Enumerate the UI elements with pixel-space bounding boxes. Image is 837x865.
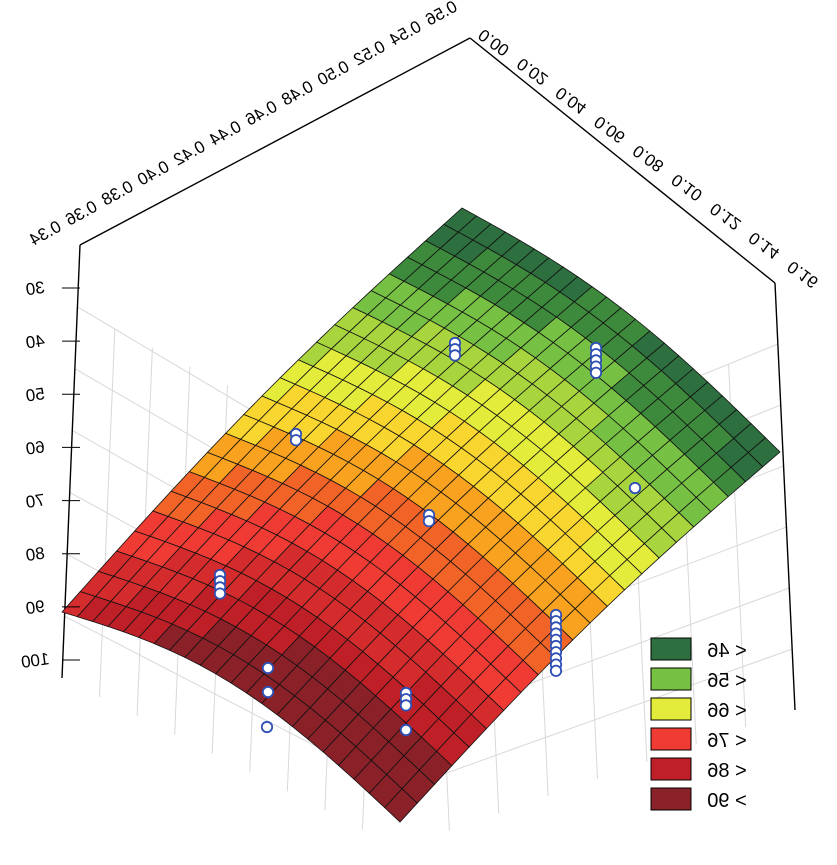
- data-point: [289, 434, 303, 447]
- legend-label: < 66: [707, 700, 746, 722]
- data-point: [448, 349, 462, 362]
- box-edge: [79, 37, 471, 246]
- x-tick-label: 0.10: [668, 170, 706, 205]
- z-tick-label: 40: [25, 331, 46, 352]
- y-tick-label: 0.52: [350, 37, 388, 70]
- legend: < 46 < 56 < 66 < 76 < 86 > 90: [650, 637, 747, 812]
- y-tick-label: 0.44: [206, 117, 244, 150]
- x-tick-label: 0.06: [591, 112, 629, 147]
- data-point: [589, 366, 603, 379]
- data-point: [261, 685, 275, 699]
- y-tick-label: 0.46: [242, 97, 280, 130]
- y-tick-label: 0.50: [314, 57, 352, 90]
- legend-swatch: [650, 787, 692, 811]
- y-tick-label: 0.56: [422, 0, 460, 30]
- legend-swatch: [650, 727, 692, 751]
- data-point: [422, 515, 436, 528]
- box-edge: [774, 282, 796, 711]
- legend-label: > 90: [707, 790, 746, 812]
- legend-label: < 56: [707, 670, 746, 692]
- y-tick-label: 0.34: [26, 217, 64, 250]
- data-point: [399, 699, 413, 712]
- data-point: [260, 720, 274, 734]
- y-tick-label: 0.36: [62, 197, 100, 230]
- z-tick-label: 70: [25, 490, 46, 511]
- surface-cell: [384, 788, 418, 823]
- x-tick-label: 0.04: [552, 83, 590, 118]
- legend-swatch: [650, 667, 692, 691]
- z-tick-label: 50: [25, 384, 46, 405]
- x-tick-label: 0.00: [475, 25, 513, 60]
- x-tick-label: 0.16: [784, 257, 822, 292]
- y-tick-label: 0.40: [134, 157, 172, 190]
- y-tick-label: 0.38: [98, 177, 136, 210]
- data-point: [213, 587, 227, 600]
- y-tick-label: 0.48: [278, 77, 316, 110]
- legend-swatch: [650, 757, 692, 781]
- legend-swatch: [650, 697, 692, 721]
- data-point: [261, 661, 275, 675]
- response-surface: [61, 207, 781, 823]
- x-tick-label: 0.14: [745, 228, 783, 263]
- data-point: [628, 481, 642, 495]
- z-tick-label: 30: [25, 278, 46, 299]
- legend-swatch: [650, 637, 692, 661]
- legend-label: < 46: [707, 640, 746, 662]
- z-tick-label: 100: [20, 649, 51, 672]
- data-point: [399, 723, 413, 737]
- x-tick-label: 0.02: [513, 54, 551, 89]
- z-tick-label: 90: [25, 597, 46, 618]
- z-tick-label: 60: [25, 437, 46, 458]
- box-edge: [469, 37, 776, 284]
- data-point: [549, 664, 563, 677]
- x-tick-label: 0.12: [707, 199, 745, 234]
- legend-label: < 76: [707, 730, 746, 752]
- z-tick-label: 80: [25, 544, 46, 565]
- observed-points: [213, 336, 642, 737]
- y-tick-label: 0.54: [386, 17, 424, 50]
- y-tick-label: 0.42: [170, 137, 208, 170]
- box-edge: [61, 244, 81, 679]
- legend-label: < 86: [707, 760, 746, 782]
